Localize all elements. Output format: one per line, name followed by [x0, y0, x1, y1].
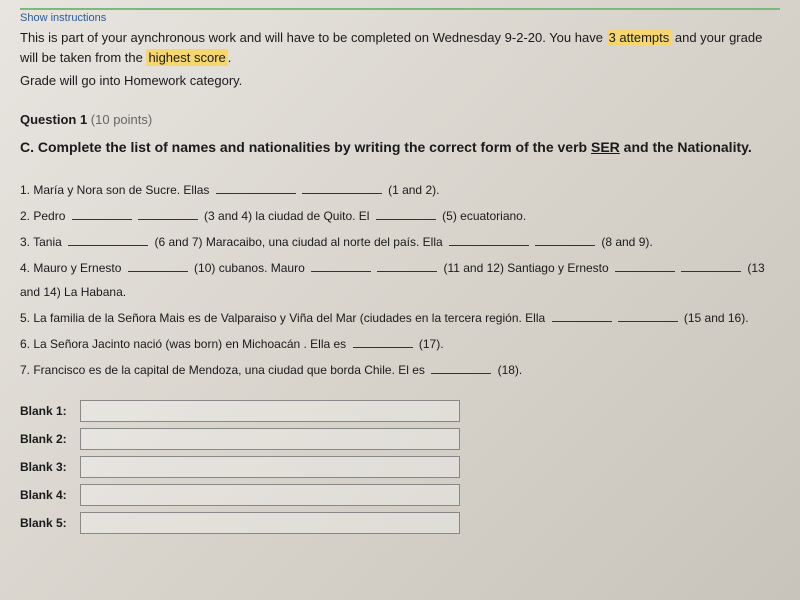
blank-4-label: Blank 4:	[20, 488, 80, 502]
blank-underline	[449, 234, 529, 246]
blank-5-input[interactable]	[80, 512, 460, 534]
q3-text-b: (6 and 7) Maracaibo, una ciudad al norte…	[151, 235, 446, 249]
question-item-5: 5. La familia de la Señora Mais es de Va…	[20, 306, 780, 330]
answer-row-2: Blank 2:	[20, 428, 780, 450]
question-text-part1: C. Complete the list of names and nation…	[20, 139, 591, 155]
q5-text-b: (15 and 16).	[681, 311, 749, 325]
q6-text-b: (17).	[416, 337, 444, 351]
answer-row-4: Blank 4:	[20, 484, 780, 506]
q4-text-c: (11 and 12) Santiago y Ernesto	[440, 261, 612, 275]
q2-text-a: 2. Pedro	[20, 209, 69, 223]
blank-underline	[376, 208, 436, 220]
blank-underline	[128, 260, 188, 272]
question-text: C. Complete the list of names and nation…	[20, 137, 780, 158]
blank-5-label: Blank 5:	[20, 516, 80, 530]
intro-part3: .	[228, 50, 232, 65]
q4-text-b: (10) cubanos. Mauro	[191, 261, 308, 275]
question-item-7: 7. Francisco es de la capital de Mendoza…	[20, 358, 780, 382]
top-border	[20, 8, 780, 10]
blank-2-input[interactable]	[80, 428, 460, 450]
q6-text-a: 6. La Señora Jacinto nació (was born) en…	[20, 337, 350, 351]
blank-underline	[353, 336, 413, 348]
answer-row-1: Blank 1:	[20, 400, 780, 422]
ser-word: SER	[591, 139, 620, 155]
q3-text-c: (8 and 9).	[598, 235, 653, 249]
question-points: (10 points)	[87, 112, 152, 127]
question-item-6: 6. La Señora Jacinto nació (was born) en…	[20, 332, 780, 356]
blank-underline	[138, 208, 198, 220]
answer-row-3: Blank 3:	[20, 456, 780, 478]
blank-3-label: Blank 3:	[20, 460, 80, 474]
highlight-attempts: 3 attempts	[607, 29, 672, 46]
q4-text-a: 4. Mauro y Ernesto	[20, 261, 125, 275]
blank-underline	[535, 234, 595, 246]
question-item-1: 1. María y Nora son de Sucre. Ellas (1 a…	[20, 178, 780, 202]
question-item-3: 3. Tania (6 and 7) Maracaibo, una ciudad…	[20, 230, 780, 254]
blank-underline	[431, 362, 491, 374]
blank-underline	[72, 208, 132, 220]
intro-text: This is part of your aynchronous work an…	[20, 28, 780, 67]
blank-underline	[552, 310, 612, 322]
blank-1-label: Blank 1:	[20, 404, 80, 418]
intro-part1: This is part of your aynchronous work an…	[20, 30, 607, 45]
blank-3-input[interactable]	[80, 456, 460, 478]
answer-section: Blank 1: Blank 2: Blank 3: Blank 4: Blan…	[20, 400, 780, 534]
show-instructions-link[interactable]: Show instructions	[20, 12, 780, 24]
blank-2-label: Blank 2:	[20, 432, 80, 446]
blank-underline	[68, 234, 148, 246]
blank-underline	[377, 260, 437, 272]
q5-text-a: 5. La familia de la Señora Mais es de Va…	[20, 311, 549, 325]
q2-text-c: (5) ecuatoriano.	[439, 209, 526, 223]
blank-underline	[311, 260, 371, 272]
blank-underline	[681, 260, 741, 272]
blank-underline	[302, 182, 382, 194]
question-item-2: 2. Pedro (3 and 4) la ciudad de Quito. E…	[20, 204, 780, 228]
question-label: Question 1	[20, 112, 87, 127]
question-text-part2: and the Nationality.	[620, 139, 752, 155]
q2-text-b: (3 and 4) la ciudad de Quito. El	[201, 209, 373, 223]
blank-underline	[216, 182, 296, 194]
q7-text-b: (18).	[494, 363, 522, 377]
blank-underline	[618, 310, 678, 322]
q7-text-a: 7. Francisco es de la capital de Mendoza…	[20, 363, 428, 377]
blank-1-input[interactable]	[80, 400, 460, 422]
blank-4-input[interactable]	[80, 484, 460, 506]
grade-note: Grade will go into Homework category.	[20, 73, 780, 88]
highlight-score: highest score	[146, 49, 227, 66]
blank-underline	[615, 260, 675, 272]
question-item-4: 4. Mauro y Ernesto (10) cubanos. Mauro (…	[20, 256, 780, 304]
answer-row-5: Blank 5:	[20, 512, 780, 534]
question-header: Question 1 (10 points)	[20, 112, 780, 127]
q3-text-a: 3. Tania	[20, 235, 65, 249]
q1-text-a: 1. María y Nora son de Sucre. Ellas	[20, 183, 213, 197]
q1-text-b: (1 and 2).	[385, 183, 440, 197]
